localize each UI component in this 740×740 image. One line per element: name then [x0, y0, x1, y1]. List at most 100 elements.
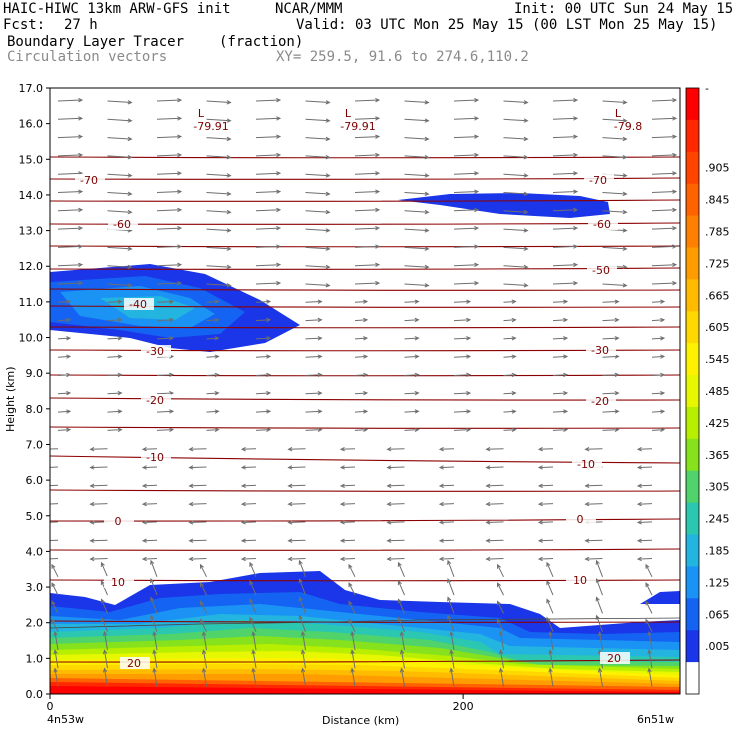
colorbar-swatch — [686, 534, 699, 567]
contour-label-bg — [588, 218, 618, 230]
y-tick-label: 8.0 — [26, 403, 44, 416]
circulation-arrow — [305, 173, 331, 178]
circulation-arrow — [503, 264, 529, 270]
circulation-arrow — [57, 317, 72, 323]
circulation-arrow — [156, 299, 175, 304]
circulation-arrow — [537, 538, 554, 543]
plot-frame — [49, 87, 681, 695]
circulation-arrow — [404, 246, 430, 251]
circulation-arrow — [548, 649, 554, 669]
circulation-arrow — [51, 618, 59, 632]
circulation-arrow — [305, 155, 331, 160]
y-tick-label: 0.0 — [26, 688, 44, 701]
circulation-arrow — [552, 207, 579, 213]
circulation-arrow — [354, 207, 381, 213]
circulation-arrow — [53, 630, 59, 651]
circulation-arrow — [404, 118, 430, 123]
circulation-arrow — [651, 152, 678, 158]
circulation-arrow — [602, 390, 620, 396]
contour-label-bg — [108, 218, 138, 230]
circulation-arrow — [107, 427, 123, 432]
circulation-arrow — [404, 391, 420, 396]
colorbar-label: - — [705, 82, 709, 95]
circulation-arrow — [255, 171, 282, 176]
isotherm — [50, 548, 680, 551]
circulation-arrow — [255, 391, 272, 396]
circulation-arrow — [206, 246, 232, 251]
circulation-arrow — [206, 118, 232, 123]
circulation-arrow — [305, 228, 331, 233]
circulation-arrow — [102, 649, 108, 669]
circulation-arrow — [602, 427, 620, 432]
circulation-arrow — [438, 556, 455, 562]
circulation-arrow — [503, 155, 529, 160]
circulation-arrow — [107, 118, 133, 123]
circulation-arrow — [651, 134, 678, 139]
circulation-arrow — [386, 465, 405, 470]
contour-label-bg — [104, 576, 134, 588]
circulation-arrow — [57, 207, 84, 213]
circulation-arrow — [249, 616, 257, 632]
circulation-arrow — [57, 336, 72, 341]
circulation-arrow — [141, 446, 158, 452]
circulation-arrow — [305, 136, 331, 142]
circulation-arrow — [57, 391, 72, 396]
y-tick-label: 13.0 — [19, 225, 44, 238]
circulation-arrow — [199, 582, 207, 596]
y-tick-label: 7.0 — [26, 438, 44, 451]
circulation-arrow — [300, 630, 306, 651]
circulation-arrow — [453, 152, 480, 158]
isotherm — [50, 326, 680, 329]
circulation-arrow — [350, 649, 356, 669]
circulation-arrow — [141, 465, 158, 470]
circulation-arrow — [404, 283, 430, 288]
circulation-arrow — [453, 189, 480, 194]
circulation-arrow — [57, 226, 84, 231]
circulation-arrow — [188, 501, 207, 507]
circulation-arrow — [447, 614, 455, 632]
circulation-arrow — [255, 152, 282, 158]
circulation-arrow — [552, 226, 579, 231]
forecast-hour: 27 h — [64, 17, 98, 33]
colorbar-label: .605 — [705, 321, 730, 334]
circulation-arrow — [298, 614, 306, 632]
colorbar-swatch — [686, 630, 699, 663]
colorbar-label: .785 — [705, 226, 730, 239]
circulation-arrow — [201, 630, 207, 651]
circulation-arrow — [354, 189, 381, 194]
circulation-arrow — [100, 616, 108, 632]
circulation-arrow — [156, 336, 175, 341]
circulation-arrow — [287, 446, 306, 452]
circulation-arrow — [305, 191, 331, 196]
circulation-arrow — [305, 409, 323, 414]
circulation-arrow — [404, 409, 420, 414]
circulation-arrow — [102, 630, 108, 651]
circulation-arrow — [453, 262, 480, 268]
circulation-arrow — [107, 191, 133, 196]
circulation-arrow — [602, 136, 628, 142]
circulation-arrow — [255, 262, 282, 268]
circulation-arrow — [156, 189, 183, 194]
circulation-arrow — [546, 561, 554, 577]
circulation-arrow — [287, 483, 306, 488]
circulation-arrow — [453, 97, 480, 103]
circulation-arrow — [602, 118, 628, 123]
circulation-arrow — [188, 483, 207, 488]
circulation-arrow — [552, 299, 569, 304]
circulation-arrow — [651, 299, 666, 304]
circulation-arrow — [107, 100, 133, 105]
circulation-arrow — [156, 427, 175, 432]
y-tick-label: 2.0 — [26, 617, 44, 630]
colorbar-label: .665 — [705, 289, 730, 302]
isotherm — [50, 288, 680, 291]
upper-right-plume — [398, 193, 610, 218]
colorbar-swatch — [686, 215, 699, 248]
circulation-arrow — [354, 427, 369, 433]
circulation-arrow — [386, 501, 405, 507]
circulation-arrow — [584, 538, 603, 543]
circulation-arrow — [255, 280, 282, 286]
circulation-arrow — [287, 465, 306, 470]
circulation-arrow — [255, 207, 282, 213]
y-tick-label: 6.0 — [26, 474, 44, 487]
circulation-arrow — [206, 317, 220, 323]
